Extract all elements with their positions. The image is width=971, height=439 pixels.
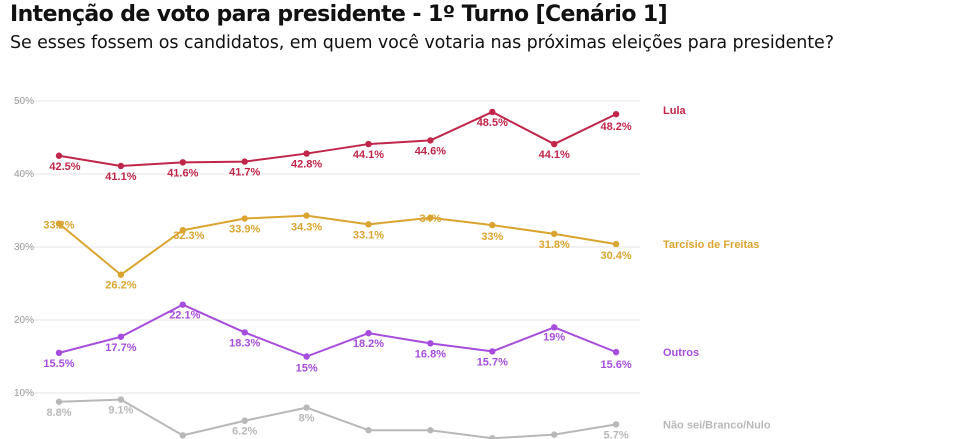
data-label: 44.6% <box>415 145 446 157</box>
data-point <box>427 340 434 347</box>
data-label: 44.1% <box>539 149 570 161</box>
data-label: 5.7% <box>604 429 629 439</box>
data-point <box>365 140 372 148</box>
data-label: 31.8% <box>539 239 570 251</box>
data-point <box>489 348 496 355</box>
data-point <box>551 230 558 238</box>
data-label: 32.3% <box>173 230 204 242</box>
data-point <box>612 348 620 356</box>
data-point <box>117 271 125 278</box>
series-line <box>58 398 617 439</box>
data-label: 42.8% <box>291 159 322 171</box>
data-label: 8.8% <box>46 407 71 419</box>
data-point <box>612 110 620 118</box>
data-label: 33.2% <box>43 220 74 232</box>
series-name-label: Não sei/Branco/Nulo <box>663 419 771 431</box>
data-label: 8% <box>299 413 315 425</box>
chart-subtitle: Se esses fossem os candidatos, em quem v… <box>10 33 834 53</box>
data-label: 33% <box>481 231 503 243</box>
data-point <box>551 431 558 438</box>
data-label: 44.1% <box>353 149 384 161</box>
y-tick-label: 30% <box>14 242 34 253</box>
series-name-label: Lula <box>663 105 686 117</box>
data-point <box>551 140 558 148</box>
y-tick-label: 20% <box>14 315 34 326</box>
data-label: 26.2% <box>105 280 136 292</box>
data-point <box>241 329 248 336</box>
data-point <box>179 301 186 308</box>
data-label: 15.7% <box>477 356 508 368</box>
data-label: 41.7% <box>229 167 260 179</box>
data-point <box>179 432 186 439</box>
data-point <box>55 220 63 227</box>
data-point <box>303 150 310 157</box>
data-point <box>179 227 186 234</box>
data-point <box>241 158 248 165</box>
data-label: 34% <box>419 213 441 225</box>
data-point <box>241 215 248 222</box>
data-point <box>241 417 248 424</box>
data-point <box>55 349 63 357</box>
data-label: 22.1% <box>169 310 200 322</box>
data-point <box>55 398 63 405</box>
data-point <box>117 333 125 340</box>
y-tick-label: 40% <box>14 169 34 180</box>
data-label: 17.7% <box>105 342 136 354</box>
data-point <box>427 137 434 144</box>
y-tick-label: 50% <box>14 96 34 107</box>
series-line <box>58 303 617 358</box>
series-line <box>58 110 617 167</box>
data-label: 6.2% <box>232 426 257 438</box>
data-label: 18.3% <box>229 337 260 349</box>
data-label: 30.4% <box>600 250 631 262</box>
data-label: 41.6% <box>167 167 198 179</box>
data-point <box>427 427 434 434</box>
series-line <box>58 214 617 276</box>
data-point <box>55 152 63 159</box>
data-point <box>427 214 434 221</box>
data-point <box>365 427 372 434</box>
data-point <box>117 396 125 403</box>
data-label: 48.2% <box>600 121 631 133</box>
data-label: 41.1% <box>105 171 136 183</box>
data-point <box>303 353 310 360</box>
data-label: 18.2% <box>353 338 384 350</box>
data-label: 42.5% <box>49 161 80 173</box>
data-point <box>117 162 125 170</box>
y-tick-label: 10% <box>14 388 34 399</box>
data-point <box>551 324 558 331</box>
series-name-label: Outros <box>663 347 699 359</box>
chart-title: Intenção de voto para presidente - 1º Tu… <box>10 2 668 27</box>
data-label: 15% <box>296 363 318 375</box>
data-point <box>365 329 372 337</box>
data-point <box>489 221 496 229</box>
data-point <box>179 159 186 166</box>
data-label: 16.8% <box>415 348 446 360</box>
series-name-label: Tarcísio de Freitas <box>663 239 759 251</box>
data-label: 19% <box>543 331 565 343</box>
data-point <box>612 421 620 428</box>
data-label: 15.6% <box>600 359 631 371</box>
data-point <box>303 212 310 219</box>
data-label: 48.5% <box>477 117 508 129</box>
data-point <box>365 221 372 228</box>
data-label: 34.3% <box>291 222 322 234</box>
data-label: 33.9% <box>229 224 260 236</box>
data-point <box>489 435 496 439</box>
data-point <box>489 108 496 116</box>
data-point <box>303 404 310 411</box>
data-label: 33.1% <box>353 229 384 241</box>
data-point <box>612 240 620 248</box>
data-label: 9.1% <box>108 405 133 417</box>
data-label: 15.5% <box>43 358 74 370</box>
